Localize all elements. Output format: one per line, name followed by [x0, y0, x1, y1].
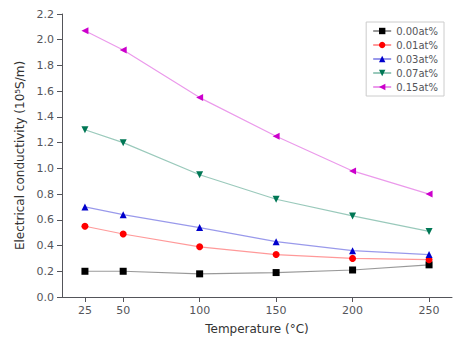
svg-text:200: 200	[342, 304, 363, 317]
svg-text:2.0: 2.0	[37, 33, 55, 46]
svg-text:0.15at%: 0.15at%	[396, 82, 438, 93]
svg-text:Electrical conductivity (10⁵S/: Electrical conductivity (10⁵S/m)	[13, 61, 27, 250]
svg-text:1.0: 1.0	[37, 162, 55, 175]
svg-text:150: 150	[266, 304, 287, 317]
svg-text:1.2: 1.2	[37, 136, 55, 149]
svg-text:1.4: 1.4	[37, 110, 55, 123]
svg-text:50: 50	[116, 304, 130, 317]
svg-text:1.6: 1.6	[37, 85, 55, 98]
svg-text:25: 25	[78, 304, 92, 317]
svg-text:0.07at%: 0.07at%	[396, 68, 438, 79]
svg-text:0.00at%: 0.00at%	[396, 26, 438, 37]
svg-text:0.6: 0.6	[37, 213, 55, 226]
svg-text:100: 100	[189, 304, 210, 317]
svg-text:1.8: 1.8	[37, 59, 55, 72]
svg-text:0.0: 0.0	[37, 291, 55, 304]
svg-text:0.8: 0.8	[37, 188, 55, 201]
svg-text:0.4: 0.4	[37, 239, 55, 252]
svg-text:0.01at%: 0.01at%	[396, 40, 438, 51]
svg-text:0.03at%: 0.03at%	[396, 54, 438, 65]
svg-text:0.2: 0.2	[37, 265, 55, 278]
svg-text:2.2: 2.2	[37, 8, 55, 21]
svg-text:Temperature (°C): Temperature (°C)	[204, 322, 309, 336]
svg-text:250: 250	[419, 304, 440, 317]
